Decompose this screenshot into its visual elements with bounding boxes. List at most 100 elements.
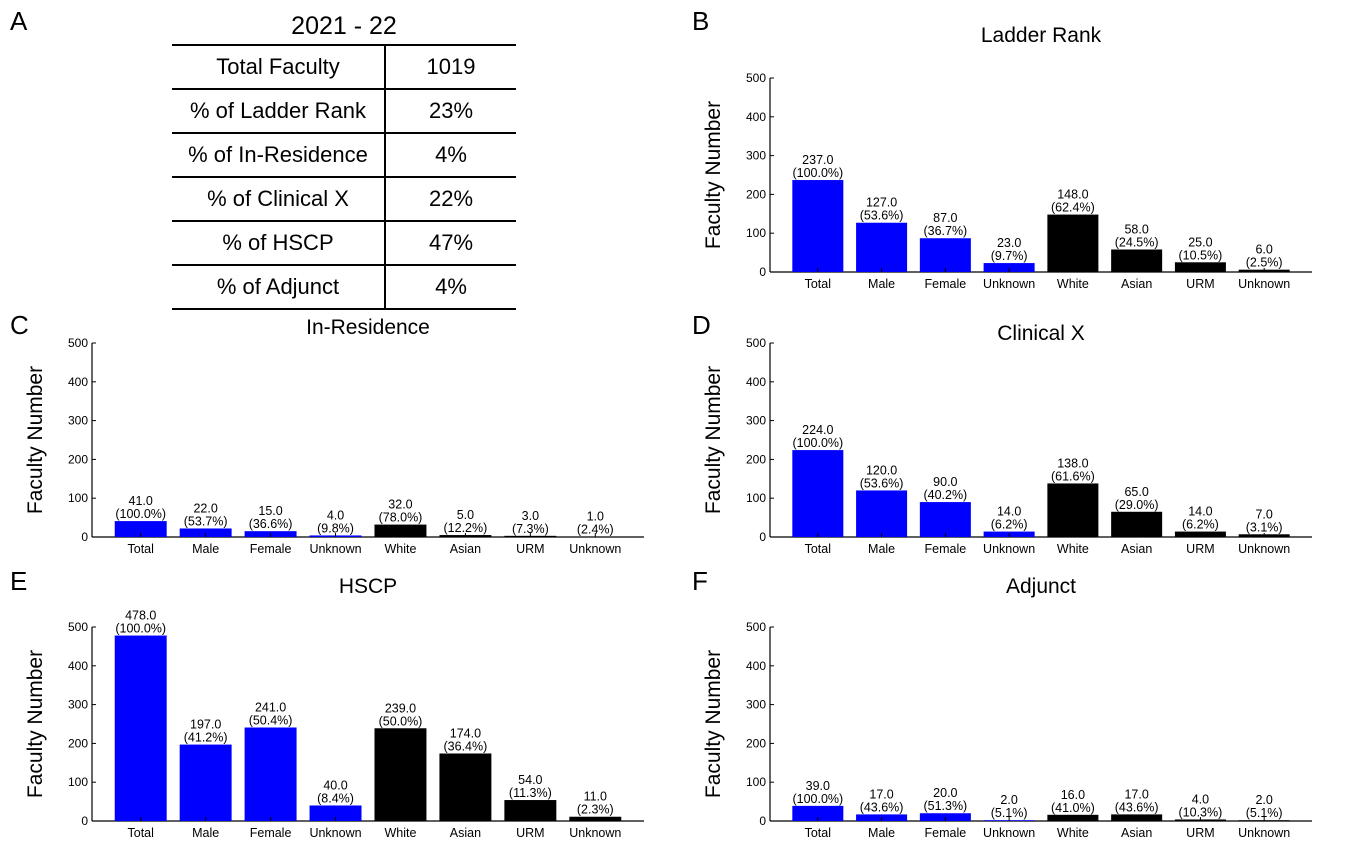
row-label: % of Ladder Rank <box>172 88 386 133</box>
bar-value-label-e: 197.0 <box>190 718 221 732</box>
bar-value-label-b: 148.0 <box>1057 188 1088 202</box>
bar-d-1 <box>856 490 908 537</box>
bar-value-label-d: 14.0 <box>997 505 1021 519</box>
bar-f-0 <box>792 805 844 821</box>
x-tick-label-f: Female <box>925 826 967 840</box>
bar-pct-label-d: (61.6%) <box>1051 469 1095 483</box>
y-tick-label-b: 200 <box>746 187 766 201</box>
row-value: 23% <box>385 88 516 133</box>
bar-e-6 <box>504 800 557 821</box>
bar-pct-label-c: (7.3%) <box>512 522 549 536</box>
bar-c-0 <box>114 521 167 537</box>
bar-d-0 <box>792 450 844 537</box>
x-tick-label-f: Male <box>868 826 895 840</box>
bar-pct-label-d: (6.2%) <box>1182 518 1219 532</box>
x-tick-label-b: Total <box>805 277 831 291</box>
bar-value-label-e: 239.0 <box>385 701 416 715</box>
y-axis-label-c: Faculty Number <box>24 366 47 514</box>
bar-c-1 <box>179 528 232 537</box>
x-tick-label-f: Unknown <box>1238 826 1290 840</box>
bar-e-5 <box>439 753 492 821</box>
row-label: % of Clinical X <box>172 176 386 221</box>
panel-letter-c: C <box>10 310 29 340</box>
chart-title-f: Adjunct <box>1006 575 1076 598</box>
x-tick-label-f: Asian <box>1121 826 1152 840</box>
y-tick-label-e: 100 <box>68 775 88 789</box>
bar-pct-label-e: (41.2%) <box>184 731 228 745</box>
y-tick-label-f: 0 <box>759 814 766 828</box>
bar-pct-label-f: (100.0%) <box>792 792 843 806</box>
bar-pct-label-d: (53.6%) <box>860 476 904 490</box>
bar-value-label-b: 23.0 <box>997 236 1021 250</box>
x-tick-label-f: Unknown <box>983 826 1035 840</box>
bar-value-label-c: 15.0 <box>258 504 282 518</box>
row-value: 4% <box>385 264 516 310</box>
x-tick-label-d: URM <box>1186 542 1214 556</box>
bar-value-label-c: 4.0 <box>327 508 344 522</box>
bar-value-label-f: 2.0 <box>1000 793 1017 807</box>
row-label: % of In-Residence <box>172 132 386 177</box>
y-tick-label-e: 300 <box>68 698 88 712</box>
bar-pct-label-e: (36.4%) <box>444 739 488 753</box>
table-row: % of Clinical X 22% <box>172 176 516 221</box>
bar-pct-label-e: (50.0%) <box>379 714 423 728</box>
y-tick-label-f: 300 <box>746 698 766 712</box>
bar-value-label-d: 138.0 <box>1057 456 1088 470</box>
bar-pct-label-b: (36.7%) <box>923 224 967 238</box>
bar-d-4 <box>1047 483 1099 537</box>
bar-value-label-c: 1.0 <box>587 510 604 524</box>
bar-pct-label-c: (100.0%) <box>115 507 166 521</box>
x-tick-label-e: White <box>384 826 416 840</box>
y-tick-label-c: 500 <box>68 336 88 350</box>
bar-pct-label-c: (2.4%) <box>577 523 614 537</box>
bar-value-label-d: 7.0 <box>1255 507 1272 521</box>
bar-e-3 <box>309 805 362 821</box>
bar-c-4 <box>374 524 427 537</box>
bar-pct-label-c: (12.2%) <box>444 521 488 535</box>
y-tick-label-e: 0 <box>81 814 88 828</box>
x-tick-label-d: Unknown <box>1238 542 1290 556</box>
panel-letter-e: E <box>10 566 28 596</box>
bar-e-4 <box>374 728 427 821</box>
bar-pct-label-e: (100.0%) <box>115 622 166 636</box>
bar-e-0 <box>114 635 167 821</box>
x-tick-label-b: Male <box>868 277 895 291</box>
bar-pct-label-f: (5.1%) <box>1246 806 1283 820</box>
bar-value-label-f: 39.0 <box>806 779 830 793</box>
bar-pct-label-c: (36.6%) <box>249 517 293 531</box>
x-tick-label-b: Female <box>925 277 967 291</box>
y-tick-label-d: 400 <box>746 375 766 389</box>
x-tick-label-d: Total <box>805 542 831 556</box>
y-tick-label-f: 100 <box>746 775 766 789</box>
bar-pct-label-d: (40.2%) <box>923 488 967 502</box>
bar-value-label-e: 11.0 <box>584 790 607 804</box>
table-row: % of In-Residence 4% <box>172 132 516 177</box>
bar-d-5 <box>1111 511 1163 537</box>
table-title: 2021 - 22 <box>291 12 397 40</box>
y-tick-label-c: 0 <box>81 530 88 544</box>
x-tick-label-b: Unknown <box>983 277 1035 291</box>
x-tick-label-e: Asian <box>450 826 481 840</box>
chart-title-b: Ladder Rank <box>981 24 1102 47</box>
faculty-summary-table: 2021 - 22 Total Faculty 1019 % of Ladder… <box>172 8 516 310</box>
bar-d-2 <box>919 502 971 537</box>
x-tick-label-b: Unknown <box>1238 277 1290 291</box>
y-tick-label-d: 500 <box>746 336 766 350</box>
bar-value-label-b: 237.0 <box>802 153 833 167</box>
bar-pct-label-e: (2.3%) <box>577 803 614 817</box>
bar-value-label-c: 41.0 <box>129 494 153 508</box>
bar-pct-label-f: (41.0%) <box>1051 801 1095 815</box>
bar-value-label-c: 32.0 <box>388 498 412 512</box>
x-tick-label-c: Unknown <box>569 542 621 556</box>
bar-value-label-b: 127.0 <box>866 196 897 210</box>
x-tick-label-b: Asian <box>1121 277 1152 291</box>
chart-title-c: In-Residence <box>306 316 430 339</box>
x-tick-label-e: Male <box>192 826 219 840</box>
bar-pct-label-b: (10.5%) <box>1179 248 1223 262</box>
row-value: 22% <box>385 176 516 221</box>
bar-b-0 <box>792 180 844 272</box>
bar-e-1 <box>179 744 232 821</box>
x-tick-label-d: Male <box>868 542 895 556</box>
bar-b-2 <box>919 238 971 272</box>
